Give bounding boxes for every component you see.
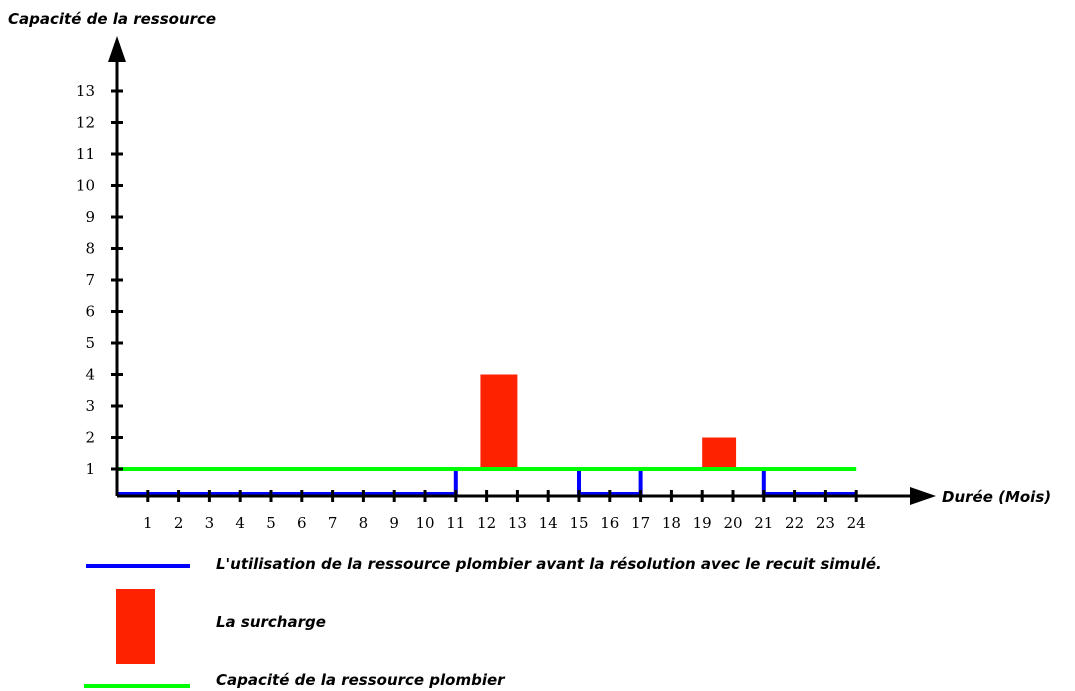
y-tick-label-2: 2 — [85, 429, 95, 447]
x-axis-title: Durée (Mois) — [942, 488, 1051, 506]
overload-bar-2 — [702, 437, 737, 469]
x-tick-label-10: 10 — [415, 514, 434, 532]
y-tick-label-5: 5 — [85, 334, 95, 352]
overload-bar-1 — [480, 374, 518, 469]
y-tick-label-1: 1 — [85, 460, 95, 478]
y-tick-label-10: 10 — [76, 177, 95, 195]
x-tick-label-9: 9 — [389, 514, 399, 532]
x-tick-label-15: 15 — [569, 514, 588, 532]
y-tick-label-3: 3 — [85, 397, 95, 415]
x-tick-label-23: 23 — [816, 514, 835, 532]
x-tick-label-2: 2 — [174, 514, 184, 532]
x-tick-label-20: 20 — [723, 514, 742, 532]
x-axis-arrow — [910, 487, 936, 505]
legend-red-label: La surcharge — [216, 613, 326, 631]
x-tick-label-7: 7 — [328, 514, 338, 532]
x-tick-label-24: 24 — [847, 514, 866, 532]
x-tick-label-21: 21 — [754, 514, 773, 532]
x-tick-label-13: 13 — [508, 514, 527, 532]
x-tick-label-1: 1 — [143, 514, 153, 532]
x-tick-label-5: 5 — [266, 514, 276, 532]
x-tick-label-3: 3 — [205, 514, 215, 532]
y-tick-label-9: 9 — [85, 208, 95, 226]
y-tick-label-11: 11 — [76, 145, 95, 163]
legend-blue-label: L'utilisation de la ressource plombier a… — [216, 555, 882, 573]
y-axis-arrow — [108, 36, 126, 62]
y-axis-title: Capacité de la ressource — [8, 10, 216, 28]
x-tick-label-4: 4 — [235, 514, 245, 532]
x-tick-label-11: 11 — [446, 514, 465, 532]
x-tick-label-19: 19 — [693, 514, 712, 532]
y-tick-label-8: 8 — [85, 240, 95, 258]
x-tick-label-22: 22 — [785, 514, 804, 532]
x-tick-label-8: 8 — [359, 514, 369, 532]
legend: L'utilisation de la ressource plombier a… — [84, 555, 882, 689]
x-tick-label-16: 16 — [600, 514, 619, 532]
x-tick-label-18: 18 — [662, 514, 681, 532]
x-tick-label-12: 12 — [477, 514, 496, 532]
overload-bars — [480, 374, 737, 469]
y-tick-label-4: 4 — [85, 366, 95, 384]
y-tick-label-7: 7 — [85, 271, 95, 289]
axes — [108, 36, 936, 505]
y-tick-label-12: 12 — [76, 114, 95, 132]
legend-green-label: Capacité de la ressource plombier — [216, 671, 506, 689]
legend-red-swatch — [116, 589, 155, 664]
y-tick-label-6: 6 — [85, 303, 95, 321]
ticks: 1 2 3 4 5 6 7 8 9 10 11 12 13 14 15 16 17 18 19 20 21 22 23 241… — [76, 82, 866, 532]
x-tick-label-6: 6 — [297, 514, 307, 532]
y-tick-label-13: 13 — [76, 82, 95, 100]
x-tick-label-14: 14 — [539, 514, 558, 532]
x-tick-label-17: 17 — [631, 514, 650, 532]
